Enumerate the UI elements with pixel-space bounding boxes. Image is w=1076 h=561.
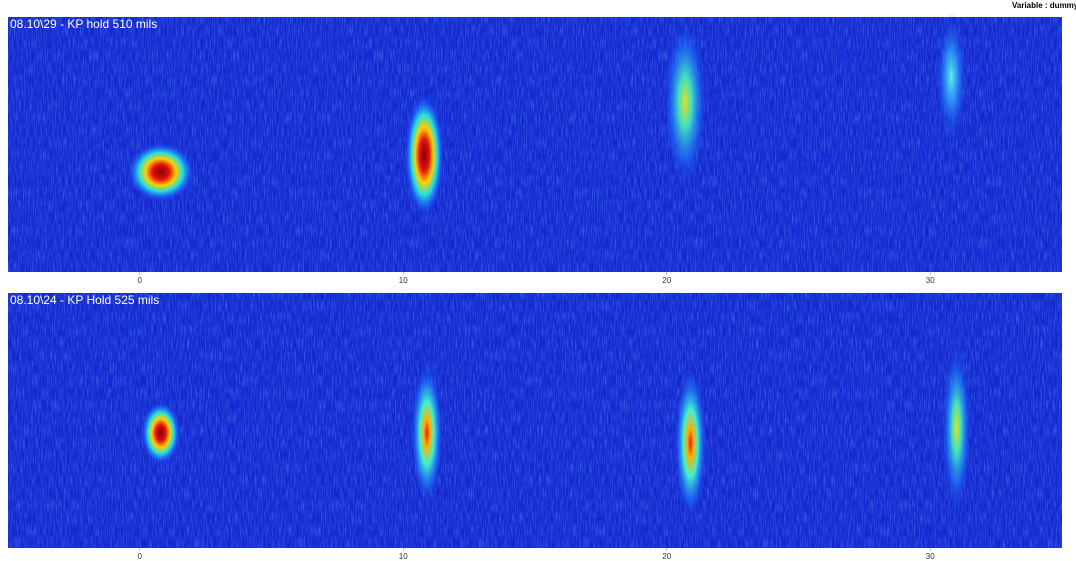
x-tick-label: 10	[399, 276, 408, 285]
x-tick-label: 20	[662, 552, 671, 561]
signal-spot	[674, 368, 707, 518]
signal-spot	[404, 93, 445, 217]
variable-label: Variable : dummy	[1012, 1, 1076, 10]
signal-spot	[935, 12, 968, 142]
panel-title: 08.10\29 - KP hold 510 mils	[10, 17, 157, 31]
heatmap-noise	[8, 293, 1062, 548]
signal-spot	[663, 17, 708, 187]
heatmap-noise	[8, 17, 1062, 272]
x-tick-label: 10	[399, 552, 408, 561]
panel-title: 08.10\24 - KP Hold 525 mils	[10, 293, 159, 307]
x-tick-label: 0	[138, 552, 143, 561]
x-tick-label: 30	[926, 276, 935, 285]
x-tick-label: 30	[926, 552, 935, 561]
signal-spot	[140, 401, 181, 465]
x-tick-label: 0	[138, 276, 143, 285]
x-tick-label: 20	[662, 276, 671, 285]
signal-spot	[126, 142, 195, 202]
signal-spot	[941, 343, 972, 513]
signal-spot	[410, 363, 443, 503]
